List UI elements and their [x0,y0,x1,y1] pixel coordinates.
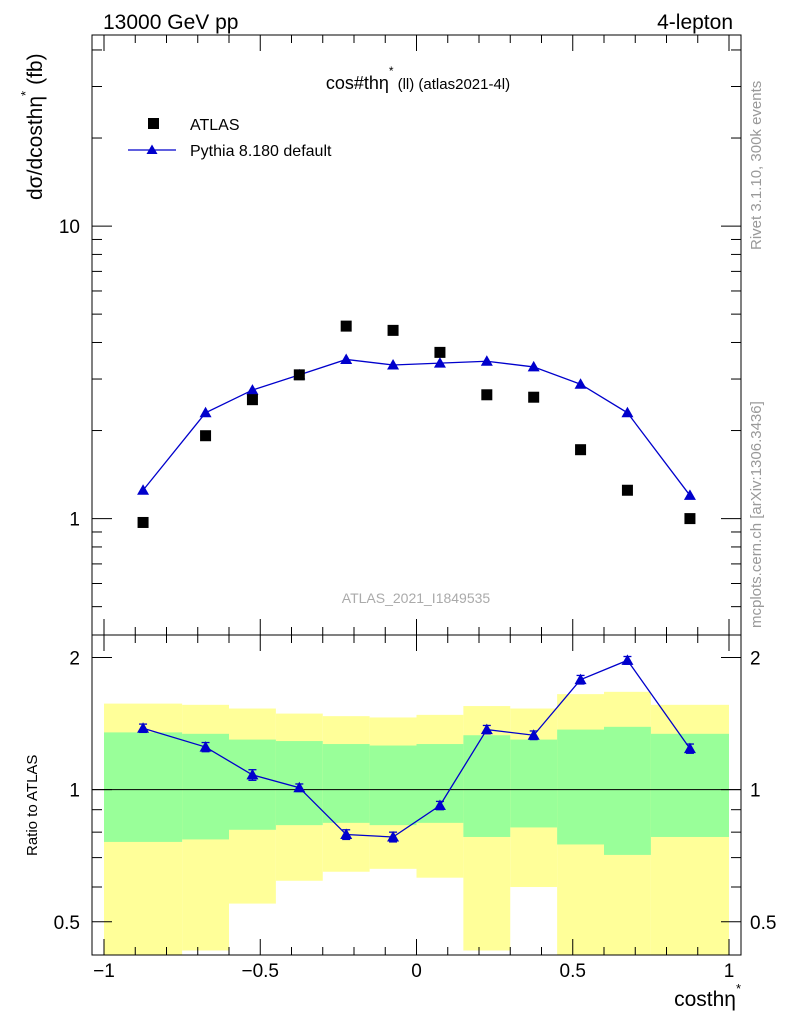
main-ylabel-main: dσ/dcosthη [24,96,47,200]
ratio-band-inner [416,744,464,823]
ratio-xlabel-main: costhη [674,988,736,1011]
main-ytick-labels: 1 10 [59,217,80,531]
ratio-band-inner [510,739,558,828]
ratio-band-inner [604,726,651,855]
pythia-point [621,406,634,418]
ratio-point [137,722,150,733]
main-series [137,320,696,528]
xtick-label: 1 [724,961,735,982]
pythia-point [340,353,353,364]
ratio-point [433,799,446,811]
main-ylabel-superscript: * [18,91,33,96]
ratio-point [683,742,696,754]
ratio-ytick-labels: 0.5 1 2 [54,648,80,933]
ratio-point [527,729,540,740]
main-title-main: cos#th [326,73,379,93]
pythia-point [574,378,587,389]
atlas-point [434,346,446,358]
ratio-point [340,828,353,840]
ratio-point [246,768,259,780]
atlas-point [575,444,587,456]
ratio-band-inner [322,744,370,823]
atlas-point [528,391,540,403]
main-ytick-label: 10 [59,217,80,238]
main-title-superscript: * [389,64,394,78]
ratio-point [293,781,306,793]
main-title-rest: (ll) (atlas2021-4l) [398,76,511,93]
atlas-point [246,394,258,406]
ratio-band-inner [369,745,417,826]
legend-atlas-label: ATLAS [190,117,240,134]
side-text-top: Rivet 3.1.10, 300k events [748,81,765,250]
ratio-ylabel: Ratio to ATLAS [24,755,41,856]
main-ylabel: dσ/dcosthη* (fb) [18,53,47,200]
ratio-ytick-labels-right: 0.5 1 2 [750,648,776,933]
ratio-ytick-label-right: 2 [750,648,761,669]
pythia-point [199,406,212,418]
ratio-ytick-label: 0.5 [54,913,80,934]
ratio-ytick-label: 2 [69,648,80,669]
xtick-label: 0.5 [560,961,586,982]
ratio-ytick-label: 1 [69,781,80,802]
main-watermark: ATLAS_2021_I1849535 [342,590,491,606]
ratio-bands [104,691,729,955]
ratio-axis-ticks [92,635,741,955]
legend-pythia-label: Pythia 8.180 default [190,143,332,160]
pythia-point [480,355,493,366]
atlas-point [481,389,493,401]
xtick-labels: −1 −0.5 0 0.5 1 [93,961,734,982]
atlas-point [293,369,305,381]
ratio-band-inner [104,732,183,842]
atlas-point [387,324,399,336]
ratio-xlabel: costhη* [674,981,741,1011]
ratio-line [142,659,691,838]
ratio-point [199,741,212,752]
legend-atlas-marker [148,118,159,129]
legend: ATLAS Pythia 8.180 default [128,117,332,160]
pythia-line [142,358,691,496]
ratio-frame [91,634,742,956]
ratio-band-inner [229,739,276,830]
pythia-point [137,484,150,495]
pythia-point [387,359,400,370]
pythia-point [246,384,259,395]
ratio-band-inner [463,735,511,837]
atlas-point [137,516,149,528]
main-ylabel-tail: (fb) [24,53,47,85]
xtick-label: 0 [411,961,422,982]
side-text-bottom: mcplots.cern.ch [arXiv:1306.3436] [748,401,765,628]
legend-pythia-marker [146,144,158,154]
main-ytick-label: 1 [69,510,80,531]
main-title: cos#thη* (ll) (atlas2021-4l) [326,64,510,93]
header-right: 4-lepton [657,11,733,34]
atlas-point [684,513,696,525]
ratio-series [137,654,696,843]
xtick-label: −0.5 [241,961,279,982]
atlas-point [200,430,212,442]
ratio-xlabel-superscript: * [736,981,741,996]
ratio-panel: 0.5 1 2 0.5 1 2 −1 −0.5 0 0.5 1 Ratio to ATLAS c… [24,634,776,1011]
header-left: 13000 GeV pp [103,11,238,34]
ratio-band-inner [557,729,604,845]
ratio-point [574,673,587,685]
pythia-point [433,357,446,368]
main-title-symbol: η [379,73,389,93]
ratio-ytick-label-right: 1 [750,781,761,802]
main-axis-ticks [92,35,741,636]
ratio-ytick-label-right: 0.5 [750,913,776,934]
ratio-point [480,723,493,735]
main-panel: cos#thη*(ll) (atlas2021-4l) dσ/dcosthη*(… [18,34,742,636]
atlas-point [621,484,633,496]
pythia-point [527,360,540,372]
xtick-label: −1 [93,961,115,982]
ratio-point [387,830,400,842]
atlas-point [340,320,352,332]
ratio-point [621,654,634,665]
pythia-point [683,489,696,500]
